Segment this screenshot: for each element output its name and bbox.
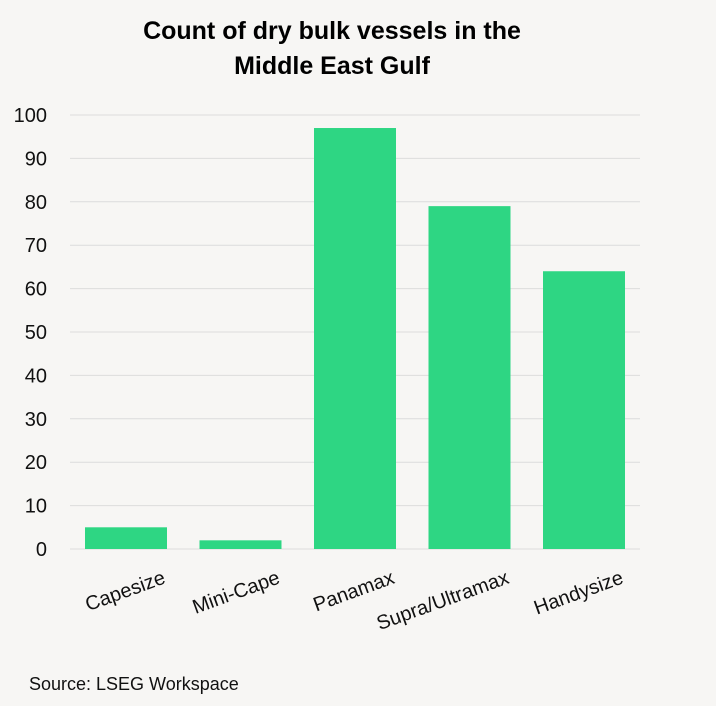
bar-mini-cape bbox=[199, 540, 282, 549]
x-tick-label: Capesize bbox=[82, 567, 168, 616]
chart-title-line-2: Middle East Gulf bbox=[234, 52, 430, 80]
y-tick-label: 90 bbox=[25, 148, 47, 170]
bar-capesize bbox=[85, 527, 167, 549]
y-tick-label: 50 bbox=[25, 322, 47, 344]
x-tick-label: Supra/Ultramax bbox=[374, 567, 512, 635]
x-tick-label: Panamax bbox=[310, 567, 397, 617]
y-tick-label: 60 bbox=[25, 279, 47, 301]
source-note: Source: LSEG Workspace bbox=[29, 674, 239, 694]
y-tick-label: 30 bbox=[25, 409, 47, 431]
y-tick-label: 80 bbox=[25, 192, 47, 214]
y-axis: 0 10 20 30 40 50 60 70 80 90 100 bbox=[14, 105, 47, 561]
bar-panamax bbox=[314, 128, 396, 549]
y-tick-label: 100 bbox=[14, 105, 47, 127]
y-tick-label: 10 bbox=[25, 496, 47, 518]
x-tick-label: Handysize bbox=[531, 567, 626, 620]
y-tick-label: 20 bbox=[25, 452, 47, 474]
chart-title-line-1: Count of dry bulk vessels in the bbox=[143, 17, 521, 45]
y-tick-label: 70 bbox=[25, 235, 47, 257]
bar-layer bbox=[85, 128, 625, 549]
bar-handysize bbox=[543, 271, 625, 549]
y-tick-label: 0 bbox=[36, 539, 47, 561]
bar-supra-ultramax bbox=[428, 206, 511, 549]
y-tick-label: 40 bbox=[25, 365, 47, 387]
chart-title: Count of dry bulk vessels in the Middle … bbox=[0, 14, 664, 84]
x-tick-label: Mini-Cape bbox=[190, 567, 283, 619]
